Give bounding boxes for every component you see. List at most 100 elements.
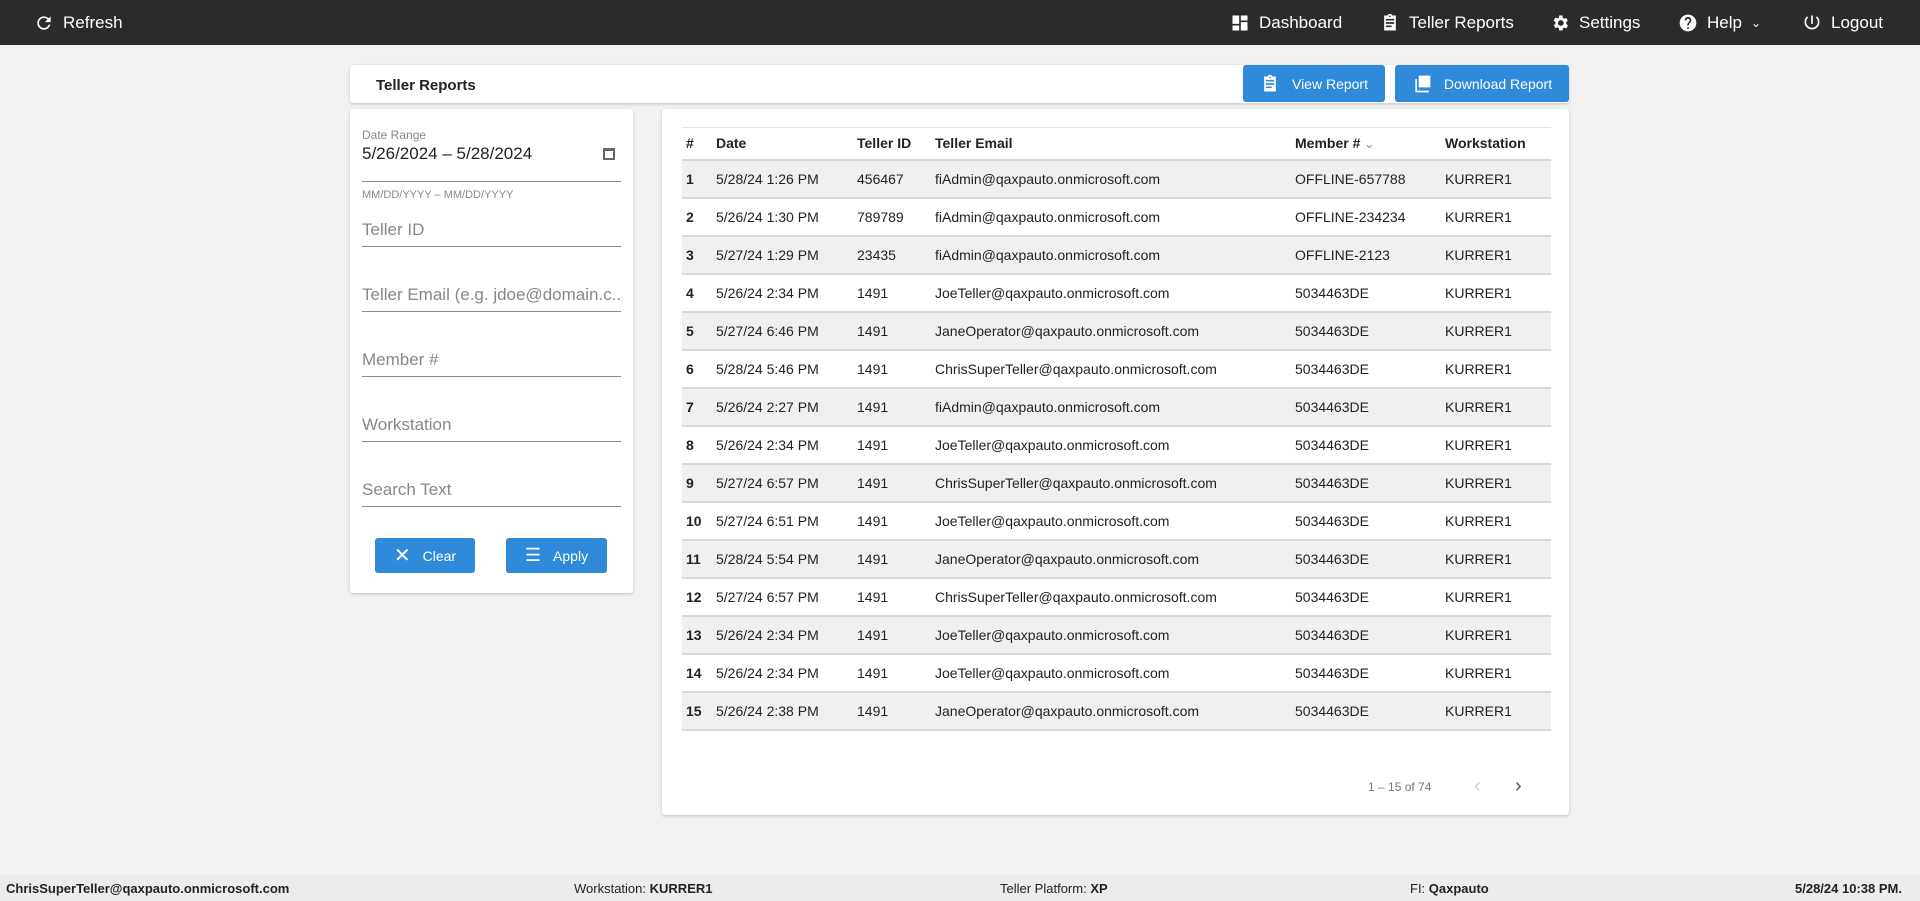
row-teller-id: 1491 [853, 576, 931, 616]
col-member[interactable]: Member # ⌄ [1291, 127, 1441, 160]
download-report-button[interactable]: Download Report [1395, 65, 1569, 102]
row-member: 5034463DE [1291, 462, 1441, 502]
refresh-icon [37, 15, 51, 30]
row-date: 5/28/24 5:54 PM [712, 538, 853, 578]
close-icon: ✕ [393, 545, 411, 567]
table-row[interactable]: 9 5/27/24 6:57 PM 1491 ChrisSuperTeller@qax… [682, 462, 1551, 502]
refresh-button[interactable]: Refresh [34, 0, 123, 45]
row-teller-id: 23435 [853, 234, 931, 274]
table-row[interactable]: 14 5/26/24 2:34 PM 1491 JoeTeller@qaxpauto.… [682, 652, 1551, 692]
top-nav-bar: Refresh Dashboard Teller Reports Setting… [0, 0, 1920, 45]
row-workstation: KURRER1 [1441, 690, 1551, 731]
row-teller-id: 456467 [853, 158, 931, 198]
row-teller-id: 1491 [853, 310, 931, 350]
nav-settings[interactable]: Settings [1550, 0, 1640, 45]
table-row[interactable]: 11 5/28/24 5:54 PM 1491 JaneOperator@qaxpau… [682, 538, 1551, 578]
row-workstation: KURRER1 [1441, 462, 1551, 502]
nav-teller-reports[interactable]: Teller Reports [1380, 0, 1514, 45]
row-number: 9 [682, 462, 712, 502]
workstation-field[interactable] [362, 405, 621, 442]
nav-help[interactable]: Help ⌄ [1678, 0, 1761, 45]
row-workstation: KURRER1 [1441, 348, 1551, 388]
row-number: 6 [682, 348, 712, 388]
table-row[interactable]: 5 5/27/24 6:46 PM 1491 JaneOperator@qaxpaut… [682, 310, 1551, 350]
pagination-range: 1 – 15 of 74 [1368, 780, 1432, 794]
prev-page-button[interactable]: ‹ [1474, 775, 1481, 797]
row-member: 5034463DE [1291, 272, 1441, 312]
row-member: 5034463DE [1291, 500, 1441, 540]
clipboard-icon [1264, 74, 1276, 91]
workstation-input[interactable] [362, 415, 621, 435]
row-member: OFFLINE-657788 [1291, 158, 1441, 198]
row-member: 5034463DE [1291, 652, 1441, 692]
search-text-input[interactable] [362, 480, 621, 500]
row-workstation: KURRER1 [1441, 158, 1551, 198]
table-row[interactable]: 15 5/26/24 2:38 PM 1491 JaneOperator@qaxpau… [682, 690, 1551, 731]
table-row[interactable]: 6 5/28/24 5:46 PM 1491 ChrisSuperTeller@qax… [682, 348, 1551, 388]
teller-id-field[interactable] [362, 210, 621, 247]
row-member: 5034463DE [1291, 614, 1441, 654]
teller-id-input[interactable] [362, 220, 621, 240]
filter-panel: Date Range MM/DD/YYYY – MM/DD/YYYY ✕ Cle… [350, 109, 633, 593]
apply-button[interactable]: ☰ Apply [506, 538, 607, 573]
table-row[interactable]: 12 5/27/24 6:57 PM 1491 ChrisSuperTeller@qa… [682, 576, 1551, 616]
col-teller-id[interactable]: Teller ID [853, 127, 931, 160]
row-date: 5/27/24 1:29 PM [712, 234, 853, 274]
row-member: OFFLINE-234234 [1291, 196, 1441, 236]
nav-dashboard[interactable]: Dashboard [1230, 0, 1342, 45]
row-date: 5/26/24 2:34 PM [712, 272, 853, 312]
date-range-input[interactable] [362, 144, 582, 164]
teller-email-input[interactable] [362, 285, 621, 305]
row-member: 5034463DE [1291, 690, 1441, 731]
table-row[interactable]: 1 5/28/24 1:26 PM 456467 fiAdmin@qaxpauto.o… [682, 158, 1551, 198]
row-date: 5/27/24 6:51 PM [712, 500, 853, 540]
table-row[interactable]: 13 5/26/24 2:34 PM 1491 JoeTeller@qaxpauto.… [682, 614, 1551, 654]
apply-label: Apply [553, 547, 589, 564]
view-report-button[interactable]: View Report [1243, 65, 1385, 102]
nav-logout-label: Logout [1831, 12, 1883, 32]
table-row[interactable]: 8 5/26/24 2:34 PM 1491 JoeTeller@qaxpauto.o… [682, 424, 1551, 464]
col-teller-email[interactable]: Teller Email [931, 127, 1291, 160]
pdf-icon [1415, 75, 1431, 92]
row-date: 5/26/24 2:27 PM [712, 386, 853, 426]
col-date[interactable]: Date [712, 127, 853, 160]
row-workstation: KURRER1 [1441, 272, 1551, 312]
table-row[interactable]: 4 5/26/24 2:34 PM 1491 JoeTeller@qaxpauto.o… [682, 272, 1551, 312]
row-teller-email: fiAdmin@qaxpauto.onmicrosoft.com [931, 158, 1291, 198]
row-workstation: KURRER1 [1441, 234, 1551, 274]
power-icon [1804, 15, 1820, 29]
calendar-icon[interactable] [603, 148, 615, 160]
row-member: OFFLINE-2123 [1291, 234, 1441, 274]
member-input[interactable] [362, 350, 621, 370]
nav-logout[interactable]: Logout [1802, 0, 1883, 45]
row-member: 5034463DE [1291, 538, 1441, 578]
row-teller-email: fiAdmin@qaxpauto.onmicrosoft.com [931, 386, 1291, 426]
row-workstation: KURRER1 [1441, 424, 1551, 464]
row-workstation: KURRER1 [1441, 576, 1551, 616]
clear-button[interactable]: ✕ Clear [375, 538, 475, 573]
table-row[interactable]: 10 5/27/24 6:51 PM 1491 JoeTeller@qaxpauto.… [682, 500, 1551, 540]
member-field[interactable] [362, 340, 621, 377]
search-text-field[interactable] [362, 470, 621, 507]
gear-icon [1553, 15, 1568, 30]
teller-email-field[interactable] [362, 275, 621, 312]
date-range-field[interactable] [362, 144, 621, 182]
row-workstation: KURRER1 [1441, 500, 1551, 540]
table-row[interactable]: 3 5/27/24 1:29 PM 23435 fiAdmin@qaxpauto.on… [682, 234, 1551, 274]
row-date: 5/28/24 5:46 PM [712, 348, 853, 388]
refresh-label: Refresh [63, 12, 123, 32]
table-row[interactable]: 7 5/26/24 2:27 PM 1491 fiAdmin@qaxpauto.onm… [682, 386, 1551, 426]
row-workstation: KURRER1 [1441, 386, 1551, 426]
row-member: 5034463DE [1291, 348, 1441, 388]
table-row[interactable]: 2 5/26/24 1:30 PM 789789 fiAdmin@qaxpauto.o… [682, 196, 1551, 236]
row-teller-email: JaneOperator@qaxpauto.onmicrosoft.com [931, 690, 1291, 731]
help-icon [1679, 14, 1697, 31]
col-workstation[interactable]: Workstation [1441, 127, 1551, 160]
row-date: 5/26/24 2:38 PM [712, 690, 853, 731]
row-number: 7 [682, 386, 712, 426]
row-number: 13 [682, 614, 712, 654]
row-teller-email: ChrisSuperTeller@qaxpauto.onmicrosoft.co… [931, 348, 1291, 388]
next-page-button[interactable]: › [1515, 775, 1522, 797]
row-number: 15 [682, 690, 712, 731]
row-date: 5/27/24 6:57 PM [712, 462, 853, 502]
